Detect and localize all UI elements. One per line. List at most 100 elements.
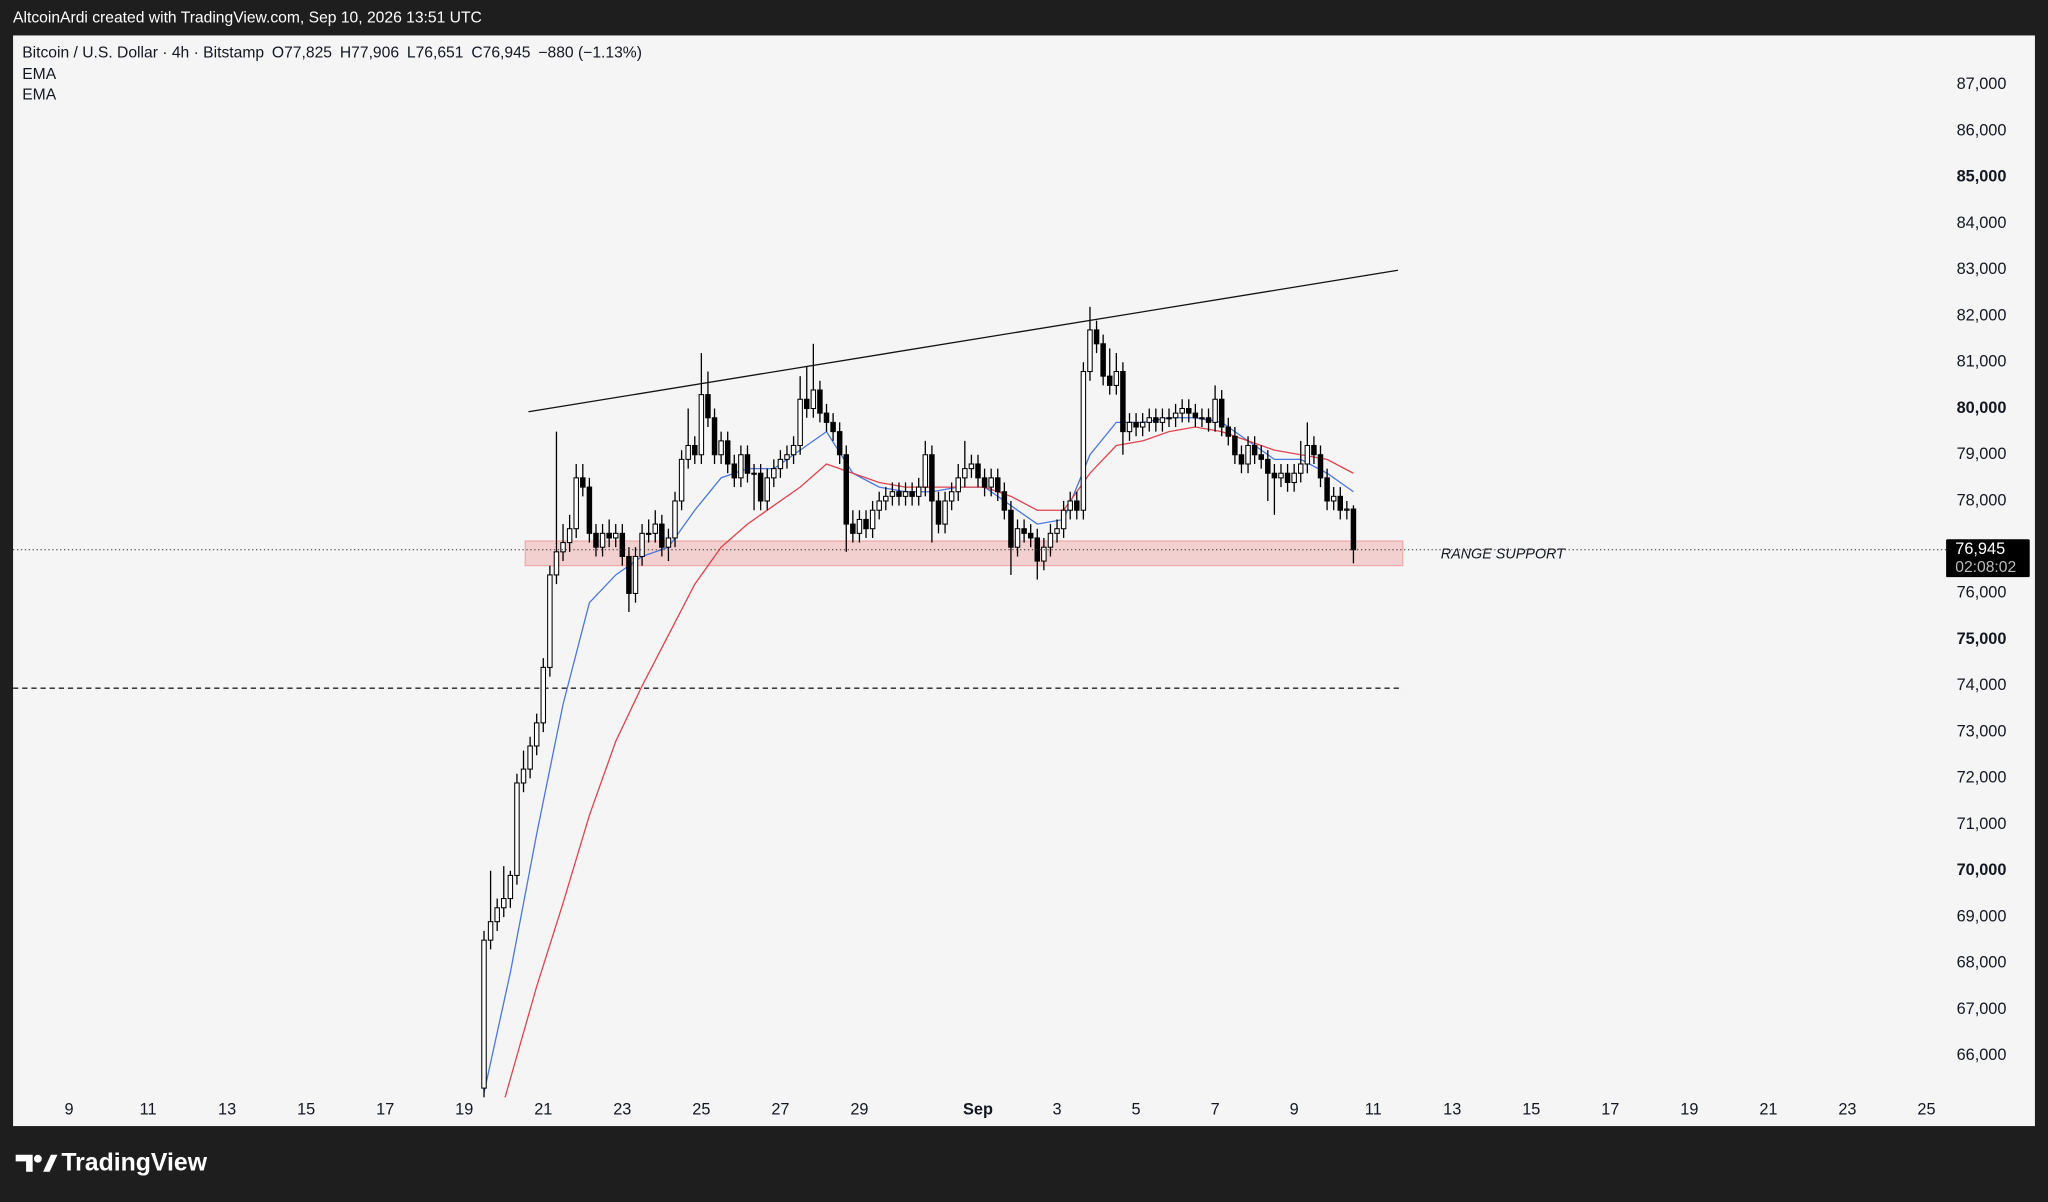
candle-body bbox=[1291, 472, 1297, 484]
x-tick-label: 15 bbox=[1522, 1101, 1540, 1119]
candle-body bbox=[823, 412, 830, 423]
x-tick-label: 7 bbox=[1211, 1101, 1220, 1119]
candle-body bbox=[856, 518, 863, 534]
x-tick-label: 19 bbox=[1680, 1101, 1698, 1119]
candle-body bbox=[1074, 500, 1080, 511]
candle-body bbox=[672, 500, 678, 539]
x-tick-label: 25 bbox=[1917, 1101, 1935, 1119]
candle-body bbox=[869, 509, 876, 530]
y-tick-label: 69,000 bbox=[1957, 907, 2007, 925]
candle-body bbox=[777, 458, 784, 470]
candle-body bbox=[1199, 417, 1205, 420]
candle-body bbox=[1139, 421, 1146, 428]
y-tick-label: 68,000 bbox=[1957, 954, 2007, 972]
candle-body bbox=[1113, 371, 1120, 386]
candle-body bbox=[494, 907, 500, 923]
y-tick-label: 71,000 bbox=[1957, 815, 2007, 833]
candle-body bbox=[1146, 417, 1152, 423]
candle-body bbox=[738, 454, 744, 479]
indicator-legend: EMA bbox=[22, 66, 56, 83]
candle-body bbox=[527, 745, 533, 770]
candle-body bbox=[929, 454, 935, 502]
credit: AltcoinArdi created with TradingView.com… bbox=[13, 10, 482, 27]
candle-body bbox=[1330, 495, 1337, 502]
candle-body bbox=[810, 389, 817, 410]
candle-body bbox=[1014, 528, 1021, 548]
candle-body bbox=[975, 463, 981, 479]
candle-body bbox=[1166, 417, 1172, 420]
candle-body bbox=[553, 551, 560, 576]
candle-body bbox=[1337, 495, 1344, 511]
candle-body bbox=[586, 486, 593, 534]
candle-body bbox=[685, 444, 691, 460]
candle-body bbox=[1238, 454, 1245, 465]
candle-body bbox=[1251, 444, 1258, 456]
x-tick-label: 25 bbox=[692, 1101, 710, 1119]
candle-body bbox=[1344, 508, 1350, 511]
legend-change: −880 (−1.13%) bbox=[538, 45, 642, 62]
x-tick-label: 21 bbox=[534, 1101, 552, 1119]
x-tick-label: 23 bbox=[613, 1101, 631, 1119]
candle-body bbox=[1212, 398, 1218, 423]
candle-body bbox=[1054, 528, 1060, 534]
candle-body bbox=[692, 444, 698, 456]
y-tick-label: 67,000 bbox=[1957, 1000, 2007, 1018]
candle-body bbox=[619, 532, 626, 557]
candle-body bbox=[790, 444, 797, 456]
candle-body bbox=[757, 472, 764, 502]
last-price-label: 76,945 bbox=[1955, 540, 2005, 558]
x-tick-label: 27 bbox=[771, 1101, 789, 1119]
candle-body bbox=[540, 666, 547, 724]
candle-body bbox=[606, 532, 612, 539]
legend-close: C76,945 bbox=[471, 45, 530, 62]
plot bbox=[13, 269, 1404, 1098]
x-tick-label: 5 bbox=[1132, 1101, 1141, 1119]
candle-body bbox=[804, 398, 810, 410]
y-tick-label: 70,000 bbox=[1957, 861, 2007, 879]
y-tick-label: 73,000 bbox=[1957, 722, 2007, 740]
range-support-zone bbox=[524, 540, 1404, 567]
candle-body bbox=[711, 417, 718, 456]
y-tick-label: 80,000 bbox=[1957, 399, 2007, 417]
candle-body bbox=[843, 454, 850, 525]
candle-body bbox=[1298, 463, 1304, 474]
candle-body bbox=[580, 477, 586, 488]
candle-body bbox=[1106, 375, 1113, 386]
candle-body bbox=[1284, 472, 1291, 484]
candle-body bbox=[1034, 537, 1041, 562]
candle-body bbox=[1087, 329, 1093, 373]
candle-body bbox=[863, 518, 869, 530]
candle-body bbox=[962, 468, 968, 479]
candle-body bbox=[1232, 435, 1238, 456]
candle-body bbox=[817, 389, 823, 414]
y-tick-label: 83,000 bbox=[1957, 260, 2007, 278]
candle-body bbox=[1159, 417, 1166, 423]
candle-body bbox=[1153, 417, 1159, 423]
candle-body bbox=[836, 431, 843, 456]
candle-body bbox=[1258, 454, 1264, 460]
x-tick-label: 23 bbox=[1838, 1101, 1856, 1119]
candle-body bbox=[1172, 412, 1179, 419]
candle-body bbox=[1100, 343, 1106, 377]
candle-body bbox=[1205, 417, 1212, 423]
candle-body bbox=[1080, 371, 1087, 511]
brand: TradingView bbox=[61, 1149, 207, 1176]
candle-body bbox=[902, 491, 909, 497]
candle-body bbox=[1133, 421, 1139, 428]
candle-body bbox=[533, 722, 540, 747]
candle-body bbox=[850, 523, 856, 534]
candle-body bbox=[547, 574, 553, 668]
candle-body bbox=[1179, 407, 1185, 414]
y-tick-label: 74,000 bbox=[1957, 676, 2007, 694]
y-tick-label: 85,000 bbox=[1957, 168, 2007, 186]
x-tick-label: 29 bbox=[850, 1101, 868, 1119]
candle-body bbox=[764, 477, 770, 502]
candle-body bbox=[830, 421, 836, 433]
y-tick-label: 79,000 bbox=[1957, 445, 2007, 463]
x-tick-label: 3 bbox=[1053, 1101, 1062, 1119]
y-tick-label: 84,000 bbox=[1957, 214, 2007, 232]
range-support-label: RANGE SUPPORT bbox=[1441, 546, 1566, 562]
candle-body bbox=[1041, 546, 1047, 562]
candle-body bbox=[1027, 532, 1034, 539]
